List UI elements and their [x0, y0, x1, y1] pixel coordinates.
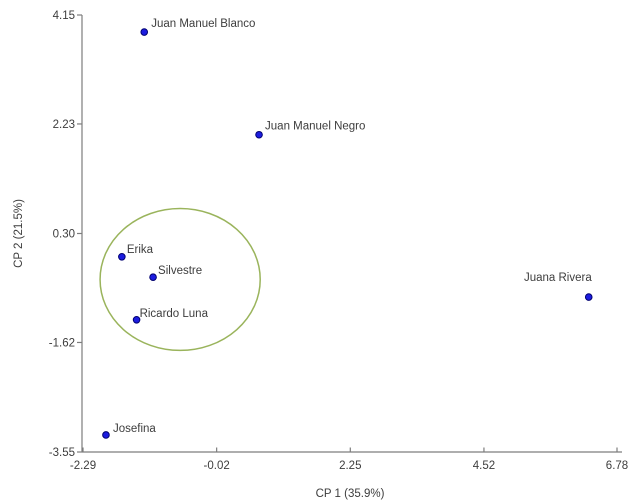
data-point — [118, 252, 126, 261]
data-point — [102, 431, 110, 439]
y-tick-label: 4.15 — [53, 10, 75, 22]
x-axis-title: CP 1 (35.9%) — [316, 488, 385, 500]
group-axis-layer: 4.15 2.23 0.30 -1.62 -3.55-2.29 -0.02 2.25 4.52… — [49, 10, 628, 472]
x-tick-label: 2.25 — [339, 460, 361, 472]
y-tick-label: -1.62 — [49, 337, 75, 349]
y-tick-label: -3.55 — [49, 447, 75, 459]
data-point — [255, 130, 263, 139]
point-label: Erika — [127, 244, 154, 256]
x-tick-label: -0.02 — [204, 460, 230, 472]
x-tick-label: 4.52 — [473, 460, 495, 472]
y-tick-label: 2.23 — [53, 119, 75, 131]
point-label: Josefina — [113, 423, 156, 435]
data-point — [140, 28, 149, 36]
point-label: Ricardo Luna — [140, 308, 209, 320]
x-tick-label: 6.78 — [606, 460, 628, 472]
y-axis-title: CP 2 (21.5%) — [13, 199, 25, 268]
point-label: Silvestre — [158, 265, 202, 277]
point-label: Juana Rivera — [524, 272, 592, 284]
point-label: Juan Manuel Blanco — [151, 18, 255, 30]
data-point — [132, 315, 141, 324]
data-point — [149, 273, 157, 282]
group-annotation-layer — [99, 207, 261, 352]
data-point — [584, 293, 593, 301]
x-tick-label: -2.29 — [70, 460, 96, 472]
group-ellipse-annotation — [99, 207, 261, 352]
y-tick-label: 0.30 — [53, 228, 75, 240]
group-point-layer: Juan Manuel Blanco Juan Manuel Negro Erika… — [102, 18, 593, 439]
point-label: Juan Manuel Negro — [265, 121, 365, 133]
